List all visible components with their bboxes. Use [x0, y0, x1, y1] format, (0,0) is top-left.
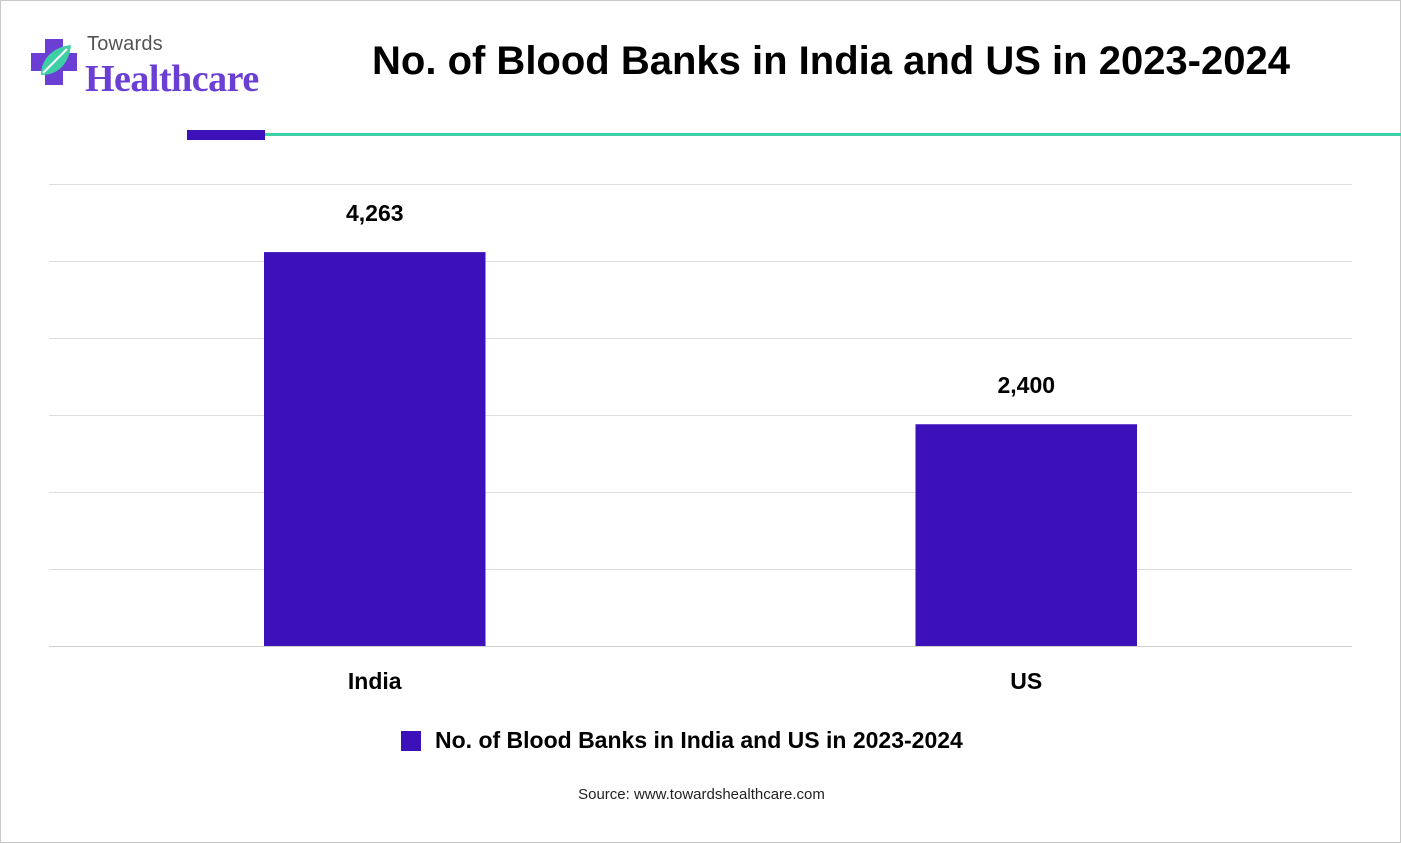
chart-title: No. of Blood Banks in India and US in 20… — [372, 39, 1290, 83]
brand-line-towards: Towards — [87, 33, 163, 55]
medical-cross-leaf-icon — [31, 39, 77, 85]
legend-swatch — [401, 730, 421, 751]
legend-label: No. of Blood Banks in India and US in 20… — [435, 727, 963, 753]
source-note: Source: www.towardshealthcare.com — [578, 786, 825, 803]
brand-logo: Towards Healthcare — [27, 31, 267, 101]
data-label: 4,263 — [346, 200, 404, 226]
data-label: 2,400 — [997, 372, 1055, 398]
x-tick-label: US — [1010, 668, 1042, 694]
brand-line-healthcare: Healthcare — [85, 58, 259, 100]
x-tick-label: India — [348, 668, 402, 694]
bar-us — [915, 424, 1138, 646]
chart-legend: No. of Blood Banks in India and US in 20… — [401, 727, 963, 754]
bar-india — [263, 252, 486, 646]
title-rule-line — [265, 133, 1401, 136]
title-accent-bar — [187, 130, 265, 140]
